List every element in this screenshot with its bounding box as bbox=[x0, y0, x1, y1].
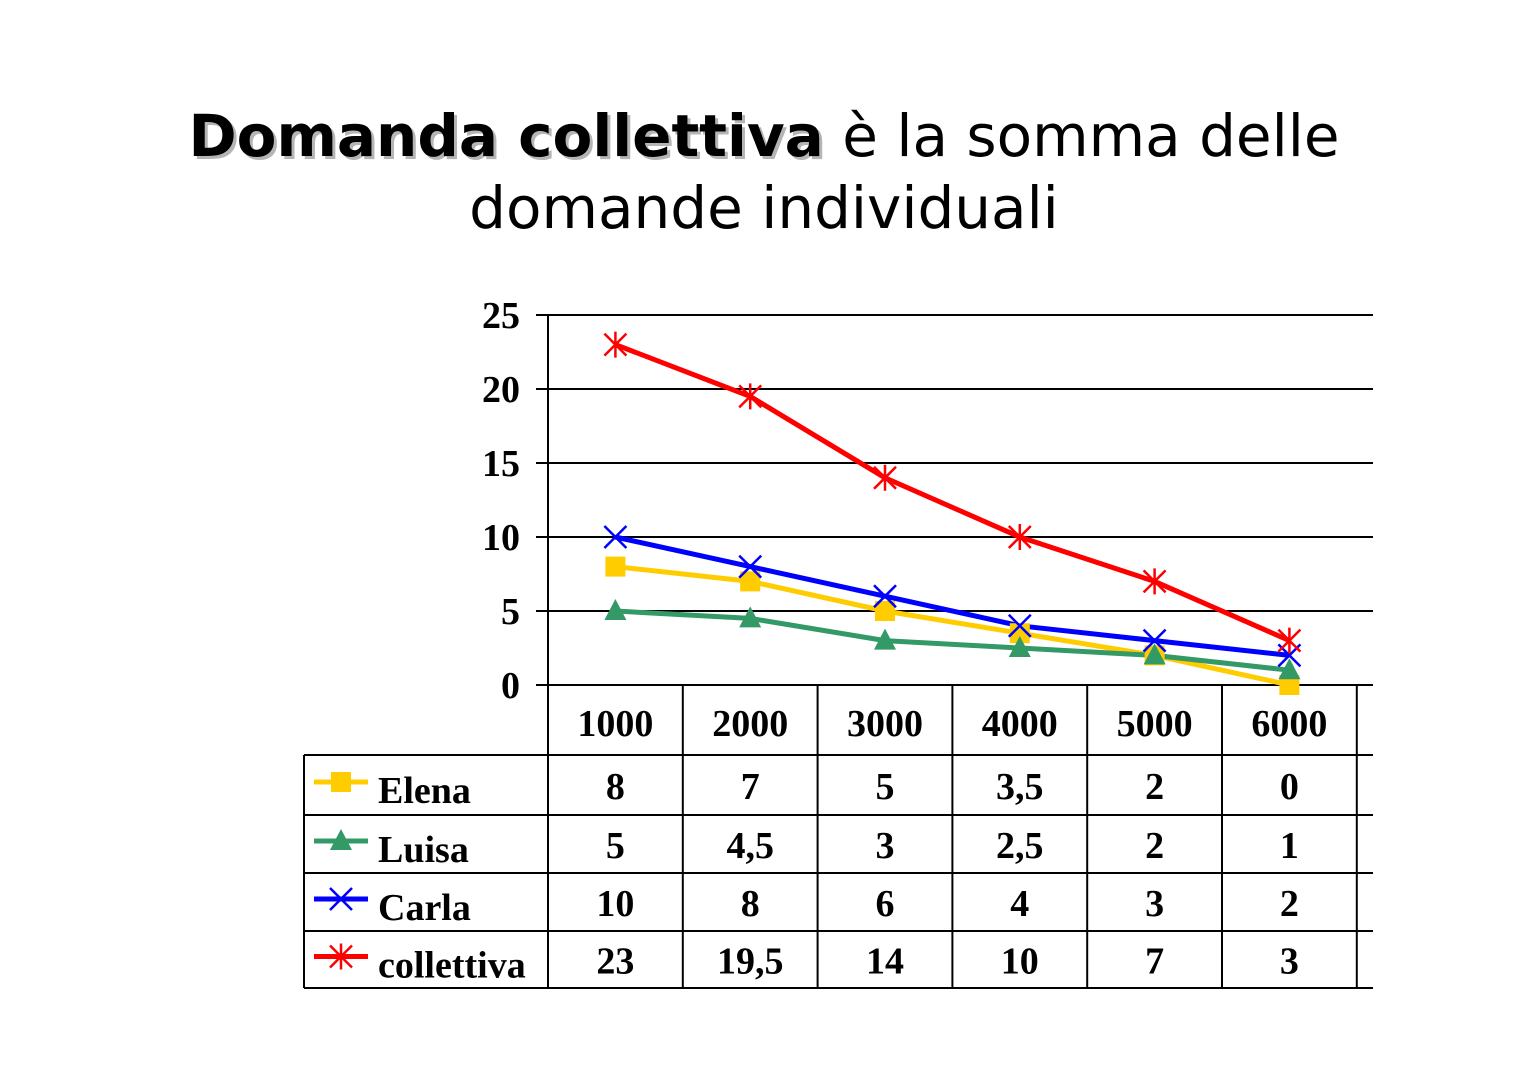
table-cell: 2 bbox=[1145, 825, 1164, 867]
x-category-label: 1000 bbox=[577, 703, 653, 745]
asterisk-marker-icon bbox=[603, 331, 628, 358]
table-cell: 8 bbox=[741, 883, 760, 925]
table-cell: 1 bbox=[1280, 825, 1299, 867]
table-cell: 2,5 bbox=[996, 825, 1044, 867]
y-tick-label: 5 bbox=[501, 591, 520, 633]
y-tick-label: 15 bbox=[482, 443, 520, 485]
table-cell: 2 bbox=[1280, 883, 1299, 925]
y-tick-label: 10 bbox=[482, 517, 520, 559]
table-cell: 2 bbox=[1145, 766, 1164, 808]
series-line-Luisa bbox=[615, 608, 1290, 673]
table-cell: 14 bbox=[866, 941, 904, 983]
asterisk-marker-icon bbox=[873, 464, 897, 491]
table-cell: 8 bbox=[606, 766, 625, 808]
triangle-marker-icon bbox=[1278, 658, 1301, 680]
y-tick-label: 25 bbox=[482, 295, 520, 337]
table-cell: 7 bbox=[1145, 941, 1164, 983]
x-marker-icon bbox=[603, 525, 628, 549]
asterisk-marker-icon bbox=[1277, 627, 1302, 654]
x-category-label: 6000 bbox=[1251, 703, 1327, 745]
asterisk-marker-icon bbox=[1007, 524, 1032, 550]
series-line-Elena bbox=[615, 564, 1290, 688]
x-category-label: 5000 bbox=[1117, 703, 1193, 745]
table-cell: 4 bbox=[1010, 883, 1029, 925]
title-bold-part: Domanda collettiva bbox=[188, 102, 824, 170]
series-markers bbox=[603, 331, 1302, 695]
table-cell: 3 bbox=[1280, 941, 1299, 983]
triangle-marker-icon bbox=[1008, 636, 1031, 657]
y-axis-ticks: 0 5 10 15 20 25 bbox=[482, 295, 520, 707]
table-cell: 7 bbox=[741, 766, 760, 808]
asterisk-marker-icon bbox=[1142, 568, 1167, 595]
x-marker-icon bbox=[1142, 628, 1167, 653]
legend-label: collettiva bbox=[378, 945, 526, 987]
triangle-marker-icon bbox=[1143, 643, 1166, 665]
x-category-label: 2000 bbox=[712, 703, 788, 745]
table-cell: 19,5 bbox=[717, 941, 784, 983]
legend-label: Luisa bbox=[378, 829, 469, 871]
asterisk-marker-icon bbox=[738, 383, 763, 410]
legend-label: Carla bbox=[378, 887, 471, 929]
series-line-collettiva bbox=[614, 342, 1291, 643]
table-cell: 0 bbox=[1280, 766, 1299, 808]
data-table: 1000 2000 3000 4000 5000 6000 Elena 8 7 5 3,5 2 0 Lui… bbox=[303, 684, 1373, 989]
triangle-marker-icon bbox=[739, 606, 762, 628]
x-marker-icon bbox=[1007, 613, 1032, 638]
table-cell: 10 bbox=[596, 883, 634, 925]
slide-title: Domanda collettiva è la somma delle doma… bbox=[0, 100, 1528, 244]
table-cell: 6 bbox=[876, 883, 895, 925]
y-tick-label: 20 bbox=[482, 369, 520, 411]
series-lines bbox=[614, 342, 1291, 688]
x-marker-icon bbox=[738, 554, 763, 579]
table-cell: 5 bbox=[876, 766, 895, 808]
legend-x-icon bbox=[329, 887, 353, 911]
table-cell: 10 bbox=[1001, 941, 1039, 983]
y-tick-label: 0 bbox=[501, 665, 520, 707]
legend-label: Elena bbox=[378, 770, 471, 812]
title-rest: è la somma delle bbox=[823, 102, 1340, 170]
table-cell: 3 bbox=[1145, 883, 1164, 925]
x-category-label: 3000 bbox=[847, 703, 923, 745]
square-marker-icon bbox=[1279, 675, 1300, 695]
square-marker-icon bbox=[605, 556, 626, 577]
table-cell: 3 bbox=[876, 825, 895, 867]
table-cell: 4,5 bbox=[726, 825, 774, 867]
triangle-marker-icon bbox=[874, 628, 896, 650]
square-marker-icon bbox=[875, 601, 895, 621]
series-line-Carla bbox=[614, 534, 1290, 658]
table-cell: 3,5 bbox=[996, 766, 1044, 808]
legend-triangle-icon bbox=[330, 829, 352, 850]
title-line-1: Domanda collettiva è la somma delle bbox=[0, 100, 1528, 172]
x-marker-icon bbox=[873, 584, 897, 609]
legend-square-icon bbox=[331, 772, 351, 792]
gridlines bbox=[536, 314, 1373, 686]
legend-asterisk-icon bbox=[329, 943, 353, 970]
table-cell: 5 bbox=[606, 825, 625, 867]
square-marker-icon bbox=[1009, 623, 1030, 644]
square-marker-icon bbox=[740, 571, 761, 592]
table-cell: 23 bbox=[596, 941, 634, 983]
title-line-2: domande individuali bbox=[469, 174, 1059, 242]
x-category-label: 4000 bbox=[982, 703, 1058, 745]
triangle-marker-icon bbox=[604, 599, 627, 620]
